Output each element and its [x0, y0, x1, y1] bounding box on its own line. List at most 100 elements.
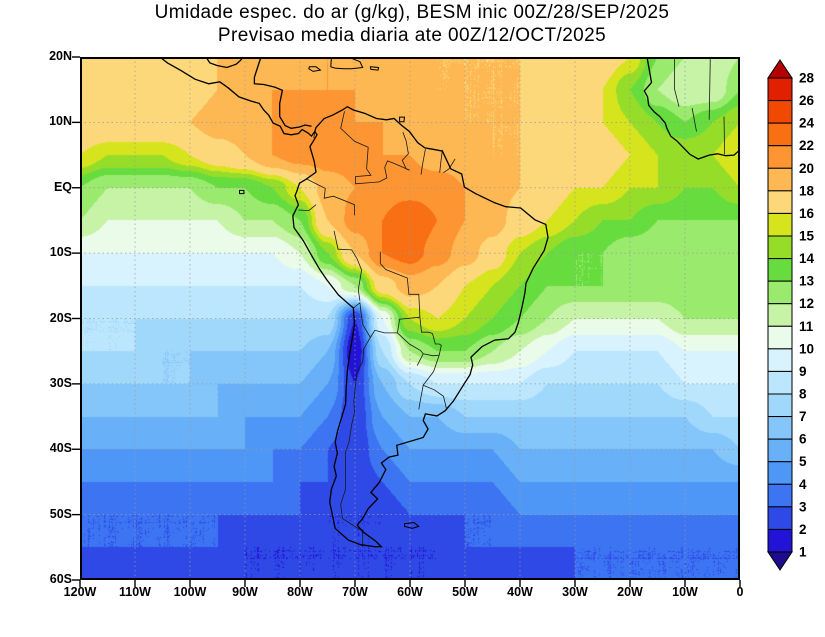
- map-overlay: [80, 57, 740, 580]
- lat-label: 50S: [49, 506, 72, 521]
- colorbar-segment: [767, 212, 793, 237]
- lon-label: 100W: [173, 585, 207, 599]
- coastline: [159, 57, 316, 138]
- lat-label: 40S: [49, 441, 72, 456]
- country-border: [674, 57, 680, 107]
- colorbar-label: 26: [799, 93, 815, 108]
- lat-label: 10S: [49, 245, 72, 260]
- colorbar-label: 22: [799, 138, 814, 153]
- country-border: [305, 178, 355, 216]
- colorbar-label: 2: [799, 522, 807, 537]
- coastline: [643, 57, 740, 160]
- country-border: [356, 258, 363, 301]
- colorbar-label: 12: [799, 296, 814, 311]
- colorbar-label: 7: [799, 409, 807, 424]
- colorbar-label: 10: [799, 341, 814, 356]
- coastline: [205, 57, 244, 69]
- lat-label: 10N: [49, 114, 72, 129]
- colorbar-segment: [767, 393, 793, 418]
- island-outline: [308, 66, 322, 72]
- colorbar-label: 11: [799, 319, 814, 334]
- island-outline: [239, 189, 245, 195]
- country-border: [371, 160, 410, 183]
- lon-label: 0: [736, 585, 744, 599]
- lon-label: 110W: [119, 585, 151, 599]
- colorbar-label: 3: [799, 499, 807, 514]
- country-border: [340, 111, 373, 185]
- lon-label: 30W: [562, 585, 588, 599]
- lat-label: 20N: [49, 49, 72, 63]
- colorbar-label: 24: [799, 116, 815, 131]
- colorbar-label: 5: [799, 454, 807, 469]
- country-border: [298, 204, 317, 212]
- colorbar-segment: [767, 483, 793, 508]
- lon-label: 40W: [507, 585, 533, 599]
- country-border: [340, 337, 371, 547]
- lat-label: 30S: [49, 375, 72, 390]
- island-outline: [404, 521, 420, 529]
- lon-label: 70W: [342, 585, 368, 599]
- colorbar-label: 20: [799, 161, 814, 176]
- colorbar-label: 18: [799, 183, 815, 198]
- colorbar-label: 4: [799, 477, 807, 492]
- lon-label: 120W: [63, 585, 97, 599]
- country-border: [397, 317, 442, 357]
- colorbar-arrow-high: [767, 59, 793, 79]
- colorbar-segment: [767, 77, 793, 102]
- country-border: [418, 354, 440, 410]
- lon-label: 20W: [617, 585, 643, 599]
- lon-label: 10W: [672, 585, 698, 599]
- country-border: [708, 57, 711, 120]
- colorbar-segment: [767, 100, 793, 124]
- country-border: [333, 230, 358, 260]
- colorbar-label: 8: [799, 387, 807, 402]
- figure-title-line1: Umidade espec. do ar (g/kg), BESM inic 0…: [154, 2, 670, 23]
- country-border: [401, 132, 410, 171]
- map-plot-area: [80, 57, 740, 580]
- colorbar-segment: [767, 370, 793, 395]
- country-border: [423, 384, 447, 409]
- island-outline: [399, 116, 406, 123]
- map-frame: [80, 57, 740, 580]
- colorbar-segment: [767, 235, 793, 260]
- country-border: [439, 149, 443, 173]
- coastline-south-america: [292, 105, 549, 548]
- colorbar-segment: [767, 190, 793, 214]
- colorbar: 28 26 24 22 20 18 16 15 14 13 12 11 10 9 8 7 6 5 4 3 2 1: [767, 59, 815, 571]
- lat-label: 20S: [49, 310, 72, 325]
- lat-label: 60S: [49, 572, 72, 586]
- colorbar-segment: [767, 461, 793, 485]
- country-border: [416, 353, 424, 366]
- colorbar-label: 16: [799, 206, 815, 221]
- colorbar-segment: [767, 145, 793, 169]
- colorbar-segment: [767, 528, 793, 553]
- colorbar-segment: [767, 167, 793, 192]
- colorbar-arrow-low: [767, 551, 793, 571]
- colorbar-segment: [767, 506, 793, 530]
- colorbar-label: 1: [799, 545, 807, 560]
- lon-label: 80W: [287, 585, 313, 599]
- colorbar-segment: [767, 122, 793, 147]
- lon-label: 50W: [452, 585, 478, 599]
- country-border: [420, 149, 426, 175]
- figure-title-line2: Previsao media diaria ate 00Z/12/OCT/202…: [217, 25, 607, 46]
- country-border: [370, 316, 420, 338]
- lat-label: EQ: [53, 179, 72, 194]
- country-border: [723, 116, 725, 155]
- country-border: [443, 158, 456, 174]
- island-outline: [369, 66, 380, 71]
- colorbar-segment: [767, 348, 793, 372]
- colorbar-segment: [767, 438, 793, 463]
- island-outline: [330, 57, 364, 70]
- colorbar-label: 28: [799, 71, 815, 86]
- country-border: [379, 251, 421, 318]
- colorbar-segment: [767, 280, 793, 305]
- colorbar-segment: [767, 416, 793, 440]
- lon-label: 60W: [397, 585, 423, 599]
- colorbar-label: 6: [799, 432, 807, 447]
- colorbar-segment: [767, 325, 793, 350]
- colorbar-label: 14: [799, 251, 815, 266]
- colorbar-label: 13: [799, 274, 815, 289]
- country-border: [691, 107, 697, 132]
